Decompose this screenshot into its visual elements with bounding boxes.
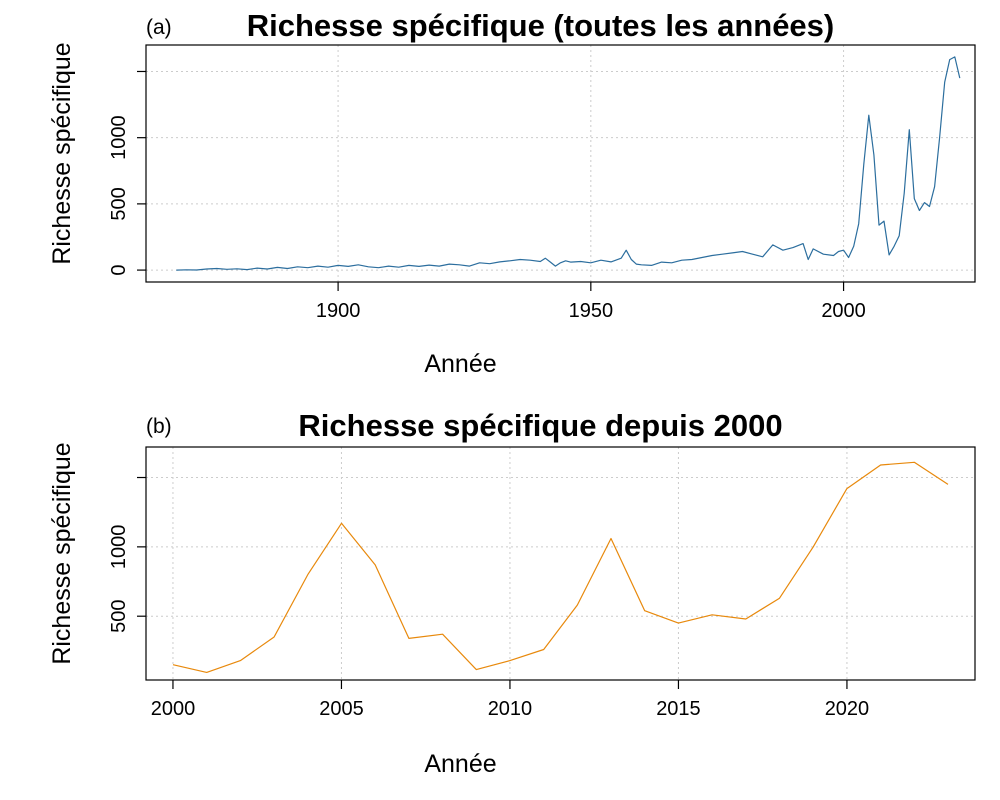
y-tick-label-a: 0 bbox=[108, 265, 130, 276]
x-axis-label-b: Année bbox=[424, 750, 496, 778]
panel-b: 2000 2005 2010 2015 2020 500 1000 Richesse spé… bbox=[48, 408, 976, 778]
x-tick-label-a: 2000 bbox=[821, 300, 866, 322]
x-tick-label-b: 2000 bbox=[151, 698, 196, 720]
grid-a bbox=[146, 45, 975, 282]
x-axis-label-a: Année bbox=[424, 350, 496, 378]
ticks-a: 1900 1950 2000 0 500 1000 bbox=[108, 70, 866, 322]
grid-b bbox=[146, 447, 975, 680]
series-line-all-years bbox=[176, 56, 961, 271]
panel-label-a: (a) bbox=[146, 16, 172, 39]
y-axis-label-a: Richesse spécifique bbox=[48, 42, 76, 264]
plot-frame-b bbox=[145, 446, 976, 681]
y-tick-label-a: 500 bbox=[108, 187, 130, 220]
x-tick-label-a: 1950 bbox=[569, 300, 614, 322]
x-tick-label-b: 2020 bbox=[825, 698, 870, 720]
x-tick-label-b: 2010 bbox=[488, 698, 533, 720]
y-tick-label-b: 500 bbox=[108, 600, 130, 633]
chart-title-a: Richesse spécifique (toutes les années) bbox=[247, 8, 835, 43]
plot-frame-a bbox=[145, 44, 976, 283]
x-tick-label-b: 2005 bbox=[319, 698, 364, 720]
chart-title-b: Richesse spécifique depuis 2000 bbox=[298, 408, 782, 443]
ticks-b: 2000 2005 2010 2015 2020 500 1000 bbox=[108, 476, 870, 720]
x-tick-label-a: 1900 bbox=[316, 300, 361, 322]
x-tick-label-b: 2015 bbox=[656, 698, 701, 720]
y-tick-label-a: 1000 bbox=[108, 115, 130, 160]
panel-a: 1900 1950 2000 0 500 1000 Richesse spécifique… bbox=[48, 8, 976, 378]
y-tick-label-b: 1000 bbox=[108, 525, 130, 570]
y-axis-label-b: Richesse spécifique bbox=[48, 442, 76, 664]
panel-label-b: (b) bbox=[146, 415, 172, 438]
series-line-since-2000 bbox=[172, 461, 949, 674]
